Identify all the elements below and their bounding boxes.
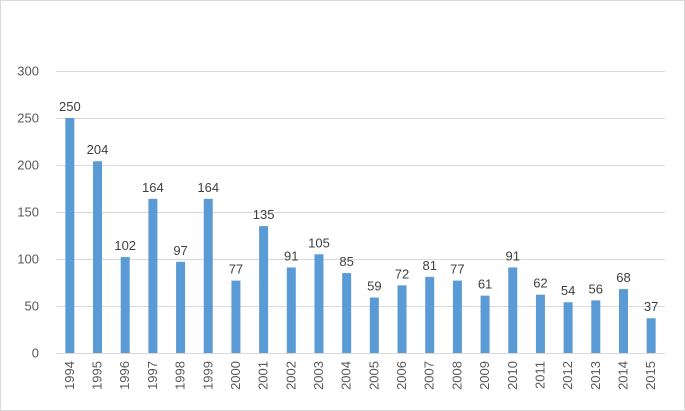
x-tick-label: 2005 (366, 361, 381, 390)
bar (646, 318, 656, 353)
bar (314, 254, 324, 353)
data-label: 164 (197, 180, 219, 195)
data-label: 61 (478, 277, 492, 292)
data-label: 81 (422, 258, 436, 273)
bar (148, 198, 158, 353)
data-label: 91 (284, 248, 298, 263)
bar (203, 198, 213, 353)
data-label: 102 (114, 238, 136, 253)
x-tick-label: 2003 (311, 361, 326, 390)
data-label: 250 (59, 99, 81, 114)
x-tick-label: 1994 (62, 361, 77, 390)
data-label: 85 (339, 254, 353, 269)
x-tick-label: 2007 (422, 361, 437, 390)
data-label: 37 (644, 299, 658, 314)
x-tick-label: 1998 (173, 361, 188, 390)
x-tick-label: 2009 (477, 361, 492, 390)
bar (120, 257, 130, 353)
x-tick-label: 2002 (283, 361, 298, 390)
y-tick-label: 150 (17, 205, 39, 220)
bar (369, 297, 379, 353)
data-label: 59 (367, 279, 381, 294)
bar (342, 273, 352, 353)
x-tick-label: 2001 (256, 361, 271, 390)
x-tick-label: 1999 (200, 361, 215, 390)
data-label: 164 (142, 180, 164, 195)
bar (480, 295, 490, 353)
x-tick-label: 2012 (560, 361, 575, 390)
bar (535, 294, 545, 353)
bar (425, 276, 435, 353)
bar (231, 280, 241, 353)
data-label: 204 (87, 142, 109, 157)
data-label: 135 (253, 207, 275, 222)
data-label: 91 (506, 248, 520, 263)
y-axis-tick-labels: 0 50 100 150 200 250 300 (17, 64, 39, 361)
y-tick-label: 300 (17, 64, 39, 79)
bar (397, 285, 407, 353)
data-label: 68 (616, 270, 630, 285)
x-axis-tick-labels: 1994 1995 1996 1997 1998 1999 2000 2001 2002 2003… (62, 361, 658, 390)
x-tick-label: 1996 (117, 361, 132, 390)
bar (508, 267, 518, 353)
x-tick-label: 2008 (449, 361, 464, 390)
bars (65, 118, 656, 353)
bar (259, 226, 269, 353)
bar (93, 161, 103, 353)
x-tick-label: 2013 (588, 361, 603, 390)
bar (286, 267, 296, 353)
bar (618, 289, 628, 353)
x-tick-label: 2006 (394, 361, 409, 390)
bar (176, 261, 186, 353)
data-label: 77 (450, 262, 464, 277)
bar (65, 118, 75, 353)
y-tick-label: 50 (25, 299, 39, 314)
y-tick-label: 100 (17, 252, 39, 267)
data-label: 62 (533, 276, 547, 291)
x-tick-label: 2011 (532, 361, 547, 389)
y-tick-label: 200 (17, 158, 39, 173)
bar (563, 302, 573, 353)
x-tick-label: 1995 (90, 361, 105, 390)
x-tick-label: 2014 (615, 361, 630, 390)
bar (591, 300, 601, 353)
x-tick-label: 2015 (643, 361, 658, 390)
y-tick-label: 0 (32, 346, 39, 361)
data-label: 56 (589, 281, 603, 296)
x-tick-label: 2004 (339, 361, 354, 390)
x-tick-label: 1997 (145, 361, 160, 390)
x-tick-label: 2010 (505, 361, 520, 390)
x-tick-label: 2000 (228, 361, 243, 390)
data-label: 54 (561, 283, 575, 298)
data-labels: 250 204 102 164 97 164 77 135 91 105 85 59 72 81 77 61 9… (59, 99, 658, 314)
data-label: 77 (229, 262, 243, 277)
data-label: 105 (308, 235, 330, 250)
data-label: 72 (395, 266, 409, 281)
data-label: 97 (173, 243, 187, 258)
bar (452, 280, 462, 353)
gridlines (56, 71, 665, 354)
y-tick-label: 250 (17, 111, 39, 126)
